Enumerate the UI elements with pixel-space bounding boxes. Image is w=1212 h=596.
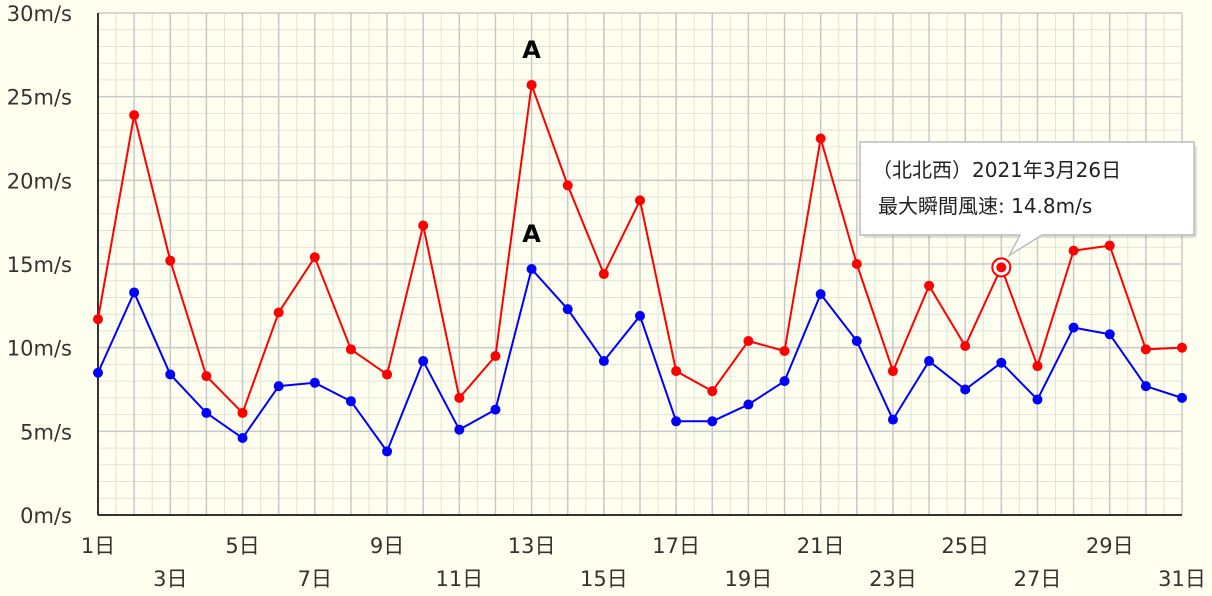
series-0-point xyxy=(454,392,465,403)
x-tick-label: 15日 xyxy=(580,567,628,591)
series-0-point xyxy=(1104,240,1115,251)
y-tick-label: 20m/s xyxy=(7,169,72,193)
series-1-point xyxy=(815,289,826,300)
highlight-point xyxy=(996,262,1007,273)
series-1-point xyxy=(345,396,356,407)
series-1-point xyxy=(1177,392,1187,403)
series-0-point xyxy=(635,195,645,206)
series-1-point xyxy=(93,367,103,378)
x-tick-label: 9日 xyxy=(370,534,404,558)
x-tick-label: 27日 xyxy=(1014,567,1062,591)
series-0-point xyxy=(815,133,826,144)
series-1-point xyxy=(490,404,501,415)
series-1-point xyxy=(1104,329,1115,340)
series-0-point xyxy=(490,351,501,362)
series-0-point xyxy=(165,255,176,266)
series xyxy=(93,79,1187,457)
series-1-point xyxy=(996,357,1007,368)
x-tick-label: 11日 xyxy=(435,567,483,591)
series-1-point xyxy=(273,381,284,392)
annotations: AA xyxy=(522,36,541,248)
series-0-point xyxy=(1177,342,1187,353)
x-tick-label: 13日 xyxy=(508,534,556,558)
x-tick-label: 3日 xyxy=(153,567,187,591)
y-tick-label: 30m/s xyxy=(7,2,72,26)
series-0-point xyxy=(887,366,898,377)
series-0-point xyxy=(1032,361,1043,372)
grid xyxy=(97,12,1183,515)
series-1-point xyxy=(851,335,862,346)
series-1-point xyxy=(526,264,537,275)
x-tick-label: 17日 xyxy=(652,534,700,558)
series-1-point xyxy=(309,377,320,388)
series-1-point xyxy=(454,424,465,435)
series-1-point xyxy=(635,310,645,321)
series-0-point xyxy=(743,335,754,346)
x-tick-label: 29日 xyxy=(1086,534,1134,558)
series-0-point xyxy=(93,314,103,325)
series-1-point xyxy=(237,433,248,444)
axes: 0m/s 5m/s 10m/s 15m/s 20m/s 25m/s 30m/s 1日 3日 5日 7… xyxy=(7,2,1206,591)
tooltip-line-2: 最大瞬間風速: 14.8m/s xyxy=(878,194,1092,218)
series-0-point xyxy=(924,280,935,291)
x-tick-label: 23日 xyxy=(869,567,917,591)
series-1-point xyxy=(165,369,176,380)
series-1-point xyxy=(598,356,609,367)
x-tick-label: 7日 xyxy=(298,567,332,591)
series-0-point xyxy=(309,252,320,263)
series-0-point xyxy=(779,346,790,357)
series-0-point xyxy=(237,407,248,418)
y-tick-label: 5m/s xyxy=(20,420,72,444)
y-tick-label: 25m/s xyxy=(7,86,72,110)
series-0-point xyxy=(1140,344,1151,355)
series-0-point xyxy=(960,340,971,351)
series-1-point xyxy=(129,287,140,298)
series-0-point xyxy=(129,110,140,121)
series-1-point xyxy=(707,416,718,427)
y-tick-label: 0m/s xyxy=(20,504,72,528)
series-0-point xyxy=(707,386,718,397)
x-tick-label: 25日 xyxy=(941,534,989,558)
x-tick-label: 1日 xyxy=(81,534,115,558)
series-0-point xyxy=(671,366,682,377)
series-0-point xyxy=(273,307,284,318)
series-1-point xyxy=(924,356,935,367)
series-0-point xyxy=(1068,245,1079,256)
x-tick-label: 31日 xyxy=(1158,567,1206,591)
series-1-point xyxy=(562,304,573,315)
x-tick-label: 5日 xyxy=(225,534,259,558)
series-1-point xyxy=(1032,394,1043,405)
series-1-point xyxy=(382,446,393,457)
series-0-point xyxy=(201,371,212,382)
series-0-point xyxy=(418,220,429,231)
series-0-point xyxy=(851,259,862,269)
series-1-point xyxy=(960,384,971,395)
series-0-point xyxy=(598,269,609,280)
peak-annotation: A xyxy=(522,36,541,64)
y-tick-label: 15m/s xyxy=(7,253,72,277)
tooltip-line-1: （北北西）2021年3月26日 xyxy=(872,158,1121,182)
series-1-point xyxy=(743,399,754,410)
series-0-point xyxy=(345,344,356,355)
peak-annotation: A xyxy=(522,220,541,248)
series-1-point xyxy=(201,407,212,418)
series-0-point xyxy=(526,79,537,90)
series-1-point xyxy=(418,356,429,367)
tooltip-box xyxy=(859,141,1195,258)
y-tick-label: 10m/s xyxy=(7,337,72,361)
x-tick-label: 19日 xyxy=(725,567,773,591)
series-1-point xyxy=(779,376,790,387)
series-1-point xyxy=(1068,322,1079,333)
series-1-point xyxy=(1140,381,1151,392)
x-tick-label: 21日 xyxy=(797,534,845,558)
series-0-point xyxy=(562,180,573,191)
series-0-point xyxy=(382,369,393,380)
series-1-point xyxy=(887,414,898,425)
series-1-point xyxy=(671,416,682,427)
